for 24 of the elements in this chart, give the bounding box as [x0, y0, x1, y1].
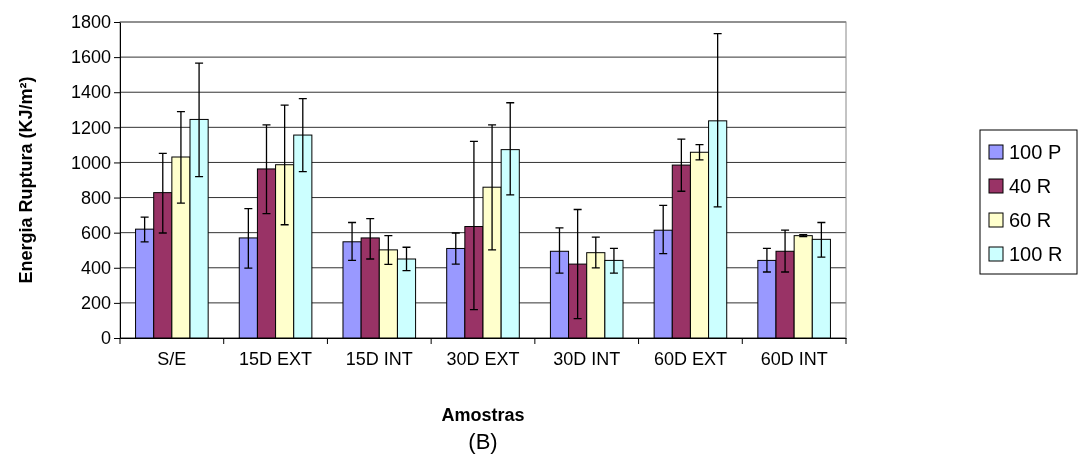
x-tick-label: 30D INT — [553, 348, 621, 369]
x-tick-label: 30D EXT — [446, 348, 520, 369]
y-tick-label: 400 — [80, 258, 111, 279]
y-axis-title: Energia Ruptura (KJ/m²) — [16, 76, 36, 284]
y-tick-label: 1000 — [70, 152, 111, 173]
text: (B) — [468, 429, 498, 454]
y-tick-label: 200 — [80, 293, 111, 314]
y-tick-label: 0 — [100, 328, 111, 349]
y-tick-label: 600 — [80, 222, 111, 243]
y-tick-label: 1800 — [70, 12, 111, 33]
legend-label: 40 R — [1009, 175, 1052, 197]
x-tick-label: 15D EXT — [239, 348, 313, 369]
legend-label: 100 R — [1009, 243, 1063, 265]
legend-label: 100 P — [1009, 141, 1062, 163]
y-tick-label: 800 — [80, 187, 111, 208]
x-tick-label: S/E — [157, 348, 187, 369]
x-axis-title: Amostras — [441, 405, 525, 425]
y-tick-label: 1400 — [70, 82, 111, 103]
x-tick-label: 60D INT — [760, 348, 828, 369]
legend-label: 60 R — [1009, 209, 1052, 231]
x-tick-label: 60D EXT — [653, 348, 727, 369]
y-tick-label: 1600 — [70, 47, 111, 68]
y-tick-label: 1200 — [70, 117, 111, 138]
x-tick-label: 15D INT — [345, 348, 413, 369]
